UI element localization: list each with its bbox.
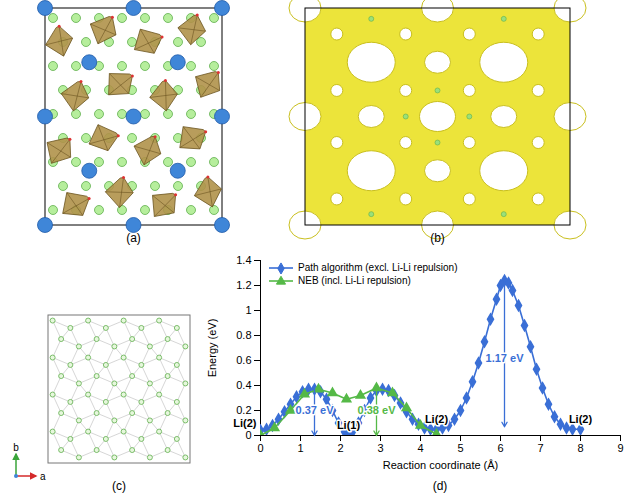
svg-text:7: 7	[537, 442, 543, 454]
svg-text:1: 1	[297, 442, 303, 454]
svg-text:b: b	[13, 442, 19, 453]
svg-text:a: a	[40, 471, 46, 482]
html-text:NEB (incl. Li-Li repulsion): NEB (incl. Li-Li repulsion)	[298, 275, 411, 286]
svg-text:1: 1	[245, 304, 251, 316]
svg-text:1.4: 1.4	[236, 254, 251, 266]
svg-text:(b): (b)	[430, 231, 445, 245]
svg-text:0.38 eV: 0.38 eV	[358, 404, 397, 416]
svg-text:3: 3	[377, 442, 383, 454]
svg-text:2: 2	[337, 442, 343, 454]
svg-text:Li(2): Li(2)	[233, 417, 257, 429]
html-text:Path algorithm (excl. Li-Li re: Path algorithm (excl. Li-Li repulsion)	[298, 262, 458, 273]
svg-text:Energy (eV): Energy (eV)	[206, 319, 218, 378]
svg-text:0.2: 0.2	[236, 404, 251, 416]
svg-text:Li(1): Li(1)	[337, 419, 361, 431]
svg-text:8: 8	[577, 442, 583, 454]
svg-text:5: 5	[457, 442, 463, 454]
svg-text:(c): (c)	[112, 479, 126, 493]
svg-text:(d): (d)	[433, 479, 448, 493]
svg-text:1.17 eV: 1.17 eV	[486, 352, 525, 364]
svg-text:Li(2): Li(2)	[569, 413, 593, 425]
svg-text:0: 0	[257, 442, 263, 454]
svg-text:0.6: 0.6	[236, 354, 251, 366]
svg-text:0.4: 0.4	[236, 379, 251, 391]
svg-text:0.8: 0.8	[236, 329, 251, 341]
svg-text:0.37 eV: 0.37 eV	[296, 404, 335, 416]
svg-text:6: 6	[497, 442, 503, 454]
svg-text:1.2: 1.2	[236, 279, 251, 291]
svg-text:9: 9	[617, 442, 623, 454]
svg-text:Li(2): Li(2)	[425, 413, 449, 425]
svg-text:4: 4	[417, 442, 423, 454]
svg-text:(a): (a)	[126, 231, 141, 245]
svg-text:Reaction coordinate (Å): Reaction coordinate (Å)	[383, 459, 499, 471]
svg-text:0: 0	[245, 429, 251, 441]
